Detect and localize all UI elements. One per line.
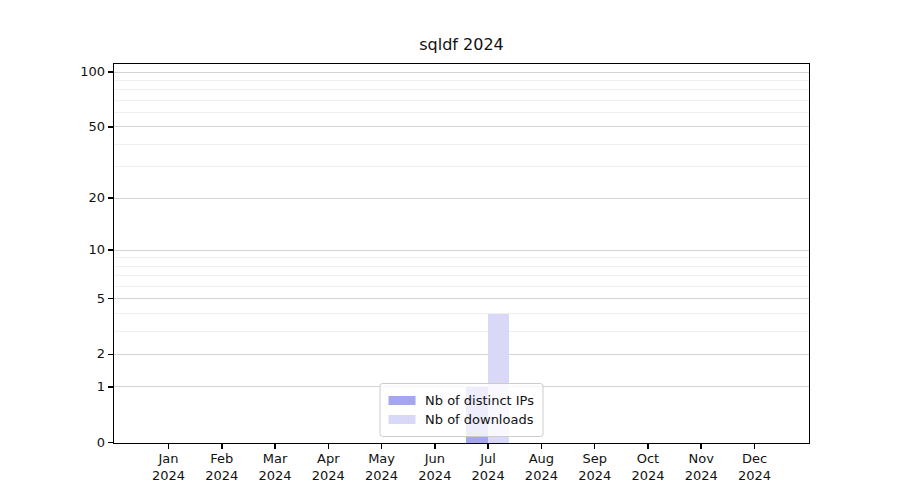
x-tick-mark [328,444,330,449]
x-tick-month: Apr [300,450,356,467]
y-tick-label: 10 [0,242,105,258]
x-tick-year: 2024 [247,467,303,484]
y-tick-label: 5 [0,291,105,307]
x-tick-year: 2024 [194,467,250,484]
y-tick-mark [108,386,113,388]
gridline-major [114,250,809,251]
gridline-minor [114,286,809,287]
gridline-minor [114,313,809,314]
x-tick-month: Dec [727,450,783,467]
x-tick-label: Feb2024 [194,450,250,484]
y-tick-mark [108,126,113,128]
gridline-minor [114,257,809,258]
x-tick-year: 2024 [141,467,197,484]
x-tick-month: Feb [194,450,250,467]
gridline-major [114,198,809,199]
x-tick-mark [541,444,543,449]
x-tick-mark [168,444,170,449]
x-tick-month: Oct [620,450,676,467]
gridline-minor [114,331,809,332]
x-tick-mark [487,444,489,449]
x-tick-month: Sep [567,450,623,467]
y-tick-mark [108,354,113,356]
x-tick-month: May [354,450,410,467]
gridline-major [114,354,809,355]
gridline-minor [114,144,809,145]
gridline-minor [114,112,809,113]
x-tick-label: Aug2024 [513,450,569,484]
x-tick-label: Nov2024 [673,450,729,484]
y-tick-mark [108,298,113,300]
gridline-minor [114,166,809,167]
x-tick-year: 2024 [673,467,729,484]
x-tick-label: Oct2024 [620,450,676,484]
x-tick-label: Jan2024 [141,450,197,484]
gridline-minor [114,80,809,81]
y-tick-mark [108,71,113,73]
x-tick-year: 2024 [620,467,676,484]
x-tick-month: Jul [460,450,516,467]
gridline-minor [114,89,809,90]
gridline-major [114,126,809,127]
y-tick-label: 20 [0,190,105,206]
y-tick-label: 50 [0,119,105,135]
x-tick-mark [434,444,436,449]
x-tick-mark [754,444,756,449]
x-tick-mark [274,444,276,449]
x-tick-year: 2024 [300,467,356,484]
x-tick-mark [594,444,596,449]
x-tick-year: 2024 [354,467,410,484]
x-tick-year: 2024 [727,467,783,484]
y-tick-mark [108,197,113,199]
gridline-minor [114,266,809,267]
legend-swatch-distinct-ips [388,396,415,405]
x-tick-year: 2024 [567,467,623,484]
gridline-minor [114,100,809,101]
legend-swatch-downloads [388,415,415,424]
plot-area: Nb of distinct IPs Nb of downloads [113,63,810,444]
legend-label-distinct-ips: Nb of distinct IPs [425,393,534,408]
x-tick-label: Jun2024 [407,450,463,484]
y-tick-mark [108,249,113,251]
gridline-major [114,298,809,299]
legend-item-distinct-ips: Nb of distinct IPs [388,392,534,409]
chart-figure: sqldf 2024 Nb of distinct IPs Nb of down… [0,0,900,500]
x-tick-label: May2024 [354,450,410,484]
x-tick-mark [221,444,223,449]
gridline-major [114,72,809,73]
y-tick-label: 0 [0,435,105,451]
y-tick-label: 100 [0,64,105,80]
x-tick-label: Dec2024 [727,450,783,484]
x-tick-mark [381,444,383,449]
y-tick-label: 1 [0,379,105,395]
x-tick-mark [647,444,649,449]
x-tick-year: 2024 [513,467,569,484]
x-tick-month: Aug [513,450,569,467]
x-tick-year: 2024 [460,467,516,484]
x-tick-year: 2024 [407,467,463,484]
x-tick-month: Jan [141,450,197,467]
x-tick-month: Jun [407,450,463,467]
x-tick-label: Mar2024 [247,450,303,484]
x-tick-month: Nov [673,450,729,467]
y-tick-mark [108,442,113,444]
y-tick-label: 2 [0,346,105,362]
x-tick-label: Sep2024 [567,450,623,484]
gridline-minor [114,275,809,276]
legend-item-downloads: Nb of downloads [388,411,534,428]
x-tick-mark [700,444,702,449]
legend-label-downloads: Nb of downloads [425,412,533,427]
x-tick-month: Mar [247,450,303,467]
x-tick-label: Jul2024 [460,450,516,484]
legend: Nb of distinct IPs Nb of downloads [379,383,544,437]
chart-title: sqldf 2024 [113,35,810,54]
x-tick-label: Apr2024 [300,450,356,484]
